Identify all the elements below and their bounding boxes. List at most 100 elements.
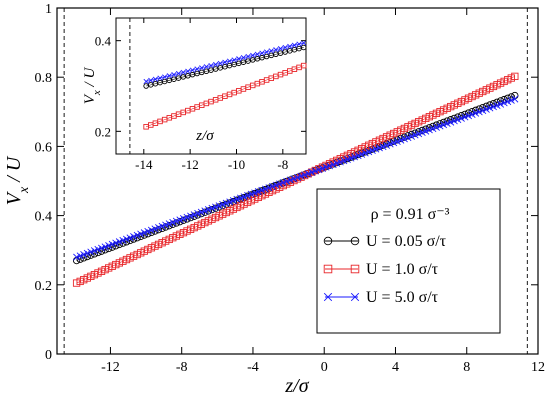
legend-entry: U = 0.05 σ/τ [323, 233, 447, 250]
x-tick-label: -12 [181, 157, 198, 172]
data-point [217, 60, 223, 66]
data-point [129, 235, 138, 243]
data-point [133, 234, 141, 242]
legend-marker [323, 236, 333, 246]
main-series-group [72, 72, 519, 287]
legend-marker [350, 292, 360, 302]
data-point [300, 44, 307, 51]
series-line [146, 47, 304, 87]
data-point [436, 120, 444, 128]
inset-x-axis-label: z/σ [195, 128, 214, 144]
data-point [263, 49, 270, 55]
legend-marker [350, 236, 360, 246]
series-circle [143, 44, 307, 89]
inset-background [116, 18, 306, 154]
legend: ρ = 0.91 σ⁻³ U = 0.05 σ/τU = 1.0 σ/τU = … [316, 188, 501, 334]
data-point [171, 72, 177, 78]
legend-marker [350, 264, 360, 274]
data-point [301, 40, 307, 46]
main-axis-ticks: -12 -8 -4 0 4 8 12 0 0.2 0.4 0.6 0.8 1 [35, 2, 545, 375]
data-point [273, 47, 279, 53]
y-tick-label: 1 [45, 2, 52, 17]
data-point [296, 41, 302, 47]
main-plot: -12 -8 -4 0 4 8 12 0 0.2 0.4 0.6 0.8 1 z/σ Vx / U [3, 2, 545, 397]
data-point [439, 118, 448, 127]
data-point [450, 114, 458, 123]
y-tick-label: 0.6 [35, 140, 53, 155]
legend-entry: U = 5.0 σ/τ [323, 289, 439, 306]
series-x [73, 95, 519, 261]
main-wall-lines [63, 8, 528, 354]
data-point [511, 72, 519, 81]
data-point [162, 74, 168, 80]
x-tick-label: 0 [321, 360, 328, 375]
legend-marker [323, 292, 333, 302]
inset-plot-frame [115, 17, 307, 155]
legend-label: U = 1.0 σ/τ [366, 261, 439, 278]
data-point [511, 95, 519, 103]
data-point [259, 50, 265, 56]
data-point [254, 51, 260, 57]
inset-series-group [143, 40, 307, 130]
x-tick-label: -8 [277, 157, 288, 172]
legend-entries: U = 0.05 σ/τ U = 1.0 σ/τ U = 5.0 σ/τ [323, 233, 447, 306]
data-point [250, 52, 256, 59]
data-point [287, 43, 293, 49]
y-tick-label: 0.2 [95, 124, 111, 139]
series-line [146, 65, 304, 128]
legend-title: ρ = 0.91 σ⁻³ [371, 206, 450, 223]
data-point [199, 65, 205, 71]
data-point [143, 78, 149, 85]
x-tick-label: 8 [463, 360, 470, 375]
data-point [300, 62, 307, 69]
x-tick-label: -10 [228, 157, 245, 172]
data-point [180, 69, 186, 76]
data-point [140, 231, 148, 239]
legend-label: U = 0.05 σ/τ [366, 233, 447, 250]
data-point [268, 48, 274, 54]
series-x [143, 40, 307, 85]
x-tick-label: -4 [247, 360, 259, 375]
data-point [194, 66, 200, 72]
y-tick-label: 0.4 [35, 210, 53, 225]
series-square [143, 62, 307, 130]
legend-marker [323, 264, 333, 274]
y-tick-label: 0 [45, 348, 52, 363]
data-point [447, 116, 455, 124]
y-axis-label: Vx / U [3, 155, 32, 205]
data-point [157, 75, 163, 81]
y-tick-label: 0.8 [35, 71, 53, 86]
series-line [76, 98, 515, 258]
data-point [185, 68, 191, 74]
data-point [189, 67, 196, 73]
data-point [175, 70, 182, 77]
main-plot-frame [56, 7, 539, 355]
x-tick-label: -14 [135, 157, 153, 172]
data-point [152, 76, 159, 82]
legend-entry: U = 1.0 σ/τ [323, 261, 439, 278]
data-point [231, 57, 237, 63]
data-point [291, 42, 298, 48]
data-point [226, 58, 233, 64]
data-point [245, 53, 251, 60]
legend-label: U = 5.0 σ/τ [366, 289, 439, 306]
data-point [222, 59, 228, 65]
inset-plot: -14 -12 -10 -8 0.2 0.4 z/σ Vx / U [82, 17, 307, 172]
x-tick-label: 12 [531, 360, 545, 375]
data-point [144, 230, 152, 238]
data-point [137, 232, 145, 241]
y-tick-label: 0.4 [95, 34, 112, 49]
data-point [443, 117, 451, 125]
data-point [203, 64, 209, 70]
x-tick-label: 4 [392, 360, 399, 375]
y-tick-label: 0.2 [35, 279, 53, 294]
inset-y-axis-label: Vx / U [82, 67, 103, 105]
inset-axis-ticks: -14 -12 -10 -8 0.2 0.4 [95, 18, 306, 172]
data-point [148, 77, 154, 83]
x-tick-label: -12 [101, 360, 120, 375]
data-point [240, 55, 247, 61]
x-axis-label: z/σ [284, 375, 309, 397]
data-point [277, 45, 284, 52]
x-tick-label: -8 [176, 360, 188, 375]
